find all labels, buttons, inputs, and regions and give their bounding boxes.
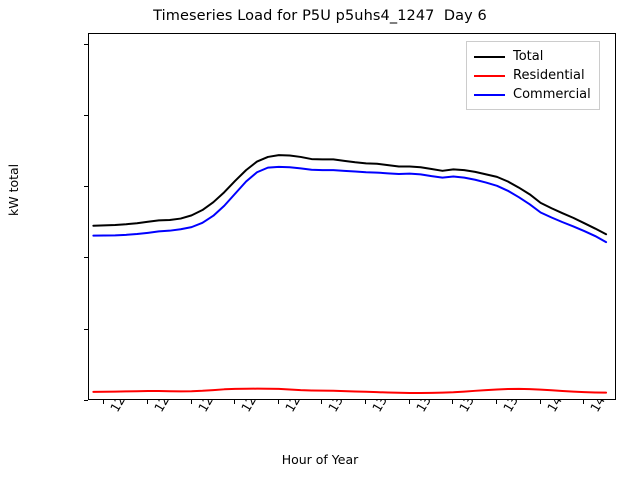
x-tick-mark [365,400,367,404]
x-tick-mark [190,400,192,404]
x-tick-mark [234,400,236,404]
chart-title: Timeseries Load for P5U p5uhs4_1247 Day … [153,8,487,24]
y-tick-mark [84,43,88,45]
y-tick-mark [84,328,88,330]
y-axis-label: kW total [6,163,21,216]
legend-swatch-residential-icon [474,74,505,77]
x-tick-mark [452,400,454,404]
legend-item-residential[interactable]: Residential [474,66,591,85]
legend-label: Total [513,49,544,64]
x-tick-mark [146,400,148,404]
legend-item-total[interactable]: Total [474,47,591,66]
x-tick-mark [539,400,541,404]
x-axis-label: Hour of Year [281,452,359,467]
y-tick-mark [84,114,88,116]
x-tick-mark [496,400,497,404]
legend: Total Residential Commercial [466,41,600,110]
legend-swatch-total-icon [474,55,505,58]
x-tick-mark [583,400,585,404]
series-line-total [92,154,608,236]
series-line-residential [92,387,608,395]
x-tick-mark [321,400,323,404]
plot-lines [92,154,608,395]
series-line-commercial [92,165,608,244]
legend-label: Commercial [513,87,591,102]
x-tick-mark [408,400,410,404]
legend-label: Residential [513,68,585,83]
x-tick-mark [277,400,279,404]
legend-swatch-commercial-icon [474,93,505,96]
legend-item-commercial[interactable]: Commercial [474,85,591,104]
y-tick-mark [84,186,88,188]
y-tick-mark [84,257,88,259]
y-tick-mark [84,400,88,401]
x-tick-mark [103,400,105,404]
